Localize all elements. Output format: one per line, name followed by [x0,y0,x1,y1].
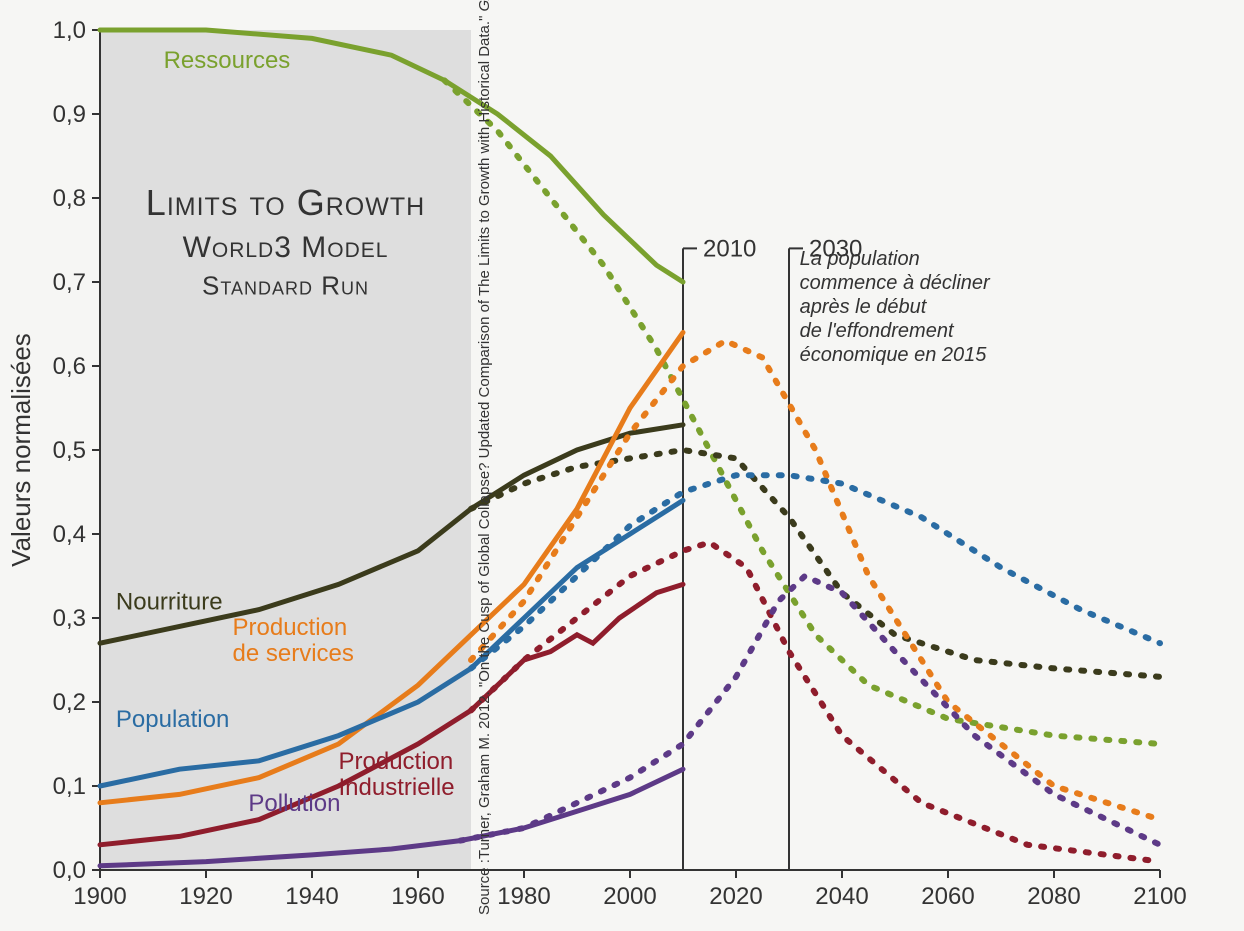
x-tick-label: 1940 [285,883,338,910]
annotation-line: économique en 2015 [800,344,988,366]
services-label: de services [233,640,354,667]
services-label: Production [233,614,348,641]
industrial-label: Industrielle [339,774,455,801]
industrial-label: Production [339,748,454,775]
population-label: Population [116,706,229,733]
x-tick-label: 1920 [179,883,232,910]
y-tick-label: 0,2 [53,689,86,716]
annotation-line: commence à décliner [800,272,991,294]
y-tick-label: 0,6 [53,353,86,380]
chart-title-line2: World3 Model [183,231,389,264]
annotation-line: après le début [800,296,928,318]
y-tick-label: 0,4 [53,521,86,548]
chart-title-line3: Standard Run [202,271,369,301]
limits-to-growth-chart: 0,0 0,1 0,2 0,3 0,4 0,5 0,6 0,7 0,8 0,9 1,0 1900 192… [0,0,1244,931]
source-citation: Source :Turner, Graham M. 2012. "On the … [476,891,1236,915]
y-tick-label: 1,0 [53,17,86,44]
y-tick-label: 0,0 [53,857,86,884]
y-tick-label: 0,9 [53,101,86,128]
marker-label-2010: 2010 [703,235,756,262]
y-axis-title: Valeurs normalisées [6,333,36,567]
x-tick-label: 1900 [73,883,126,910]
food-label: Nourriture [116,589,223,616]
y-tick-label: 0,7 [53,269,86,296]
pollution-label: Pollution [248,790,340,817]
resources-label: Ressources [164,47,291,74]
chart-title-line1: Limits to Growth [146,182,425,223]
y-tick-label: 0,1 [53,773,86,800]
annotation-line: de l'effondrement [800,320,955,342]
y-tick-label: 0,3 [53,605,86,632]
y-tick-label: 0,8 [53,185,86,212]
annotation-line: La population [800,248,920,270]
y-tick-label: 0,5 [53,437,86,464]
x-tick-label: 1960 [391,883,444,910]
